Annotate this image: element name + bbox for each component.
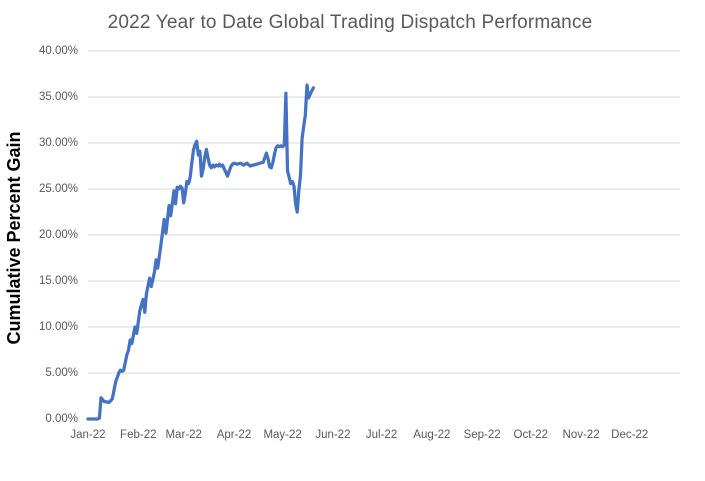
x-tick-label: Nov-22 (562, 429, 600, 441)
y-tick-label: 20.00% (38, 229, 78, 241)
gridlines (88, 50, 680, 374)
x-tick-label: Jun-22 (315, 429, 351, 441)
x-tick-label: Feb-22 (120, 429, 157, 441)
chart-title: 2022 Year to Date Global Trading Dispatc… (107, 12, 593, 33)
x-tick-label: Dec-22 (611, 429, 649, 441)
y-tick-label: 30.00% (38, 137, 78, 149)
x-tick-label: Apr-22 (216, 429, 252, 441)
x-tick-label: Sep-22 (463, 429, 501, 441)
y-tick-label: 25.00% (38, 183, 78, 195)
series-lines (86, 83, 316, 421)
x-tick-label: Aug-22 (413, 429, 451, 441)
y-tick-label: 5.00% (45, 367, 78, 379)
y-tick-label: 15.00% (38, 275, 78, 287)
x-tick-label: Jan-22 (70, 429, 106, 441)
x-tick-label: Jul-22 (365, 429, 398, 441)
y-tick-label: 35.00% (38, 91, 78, 103)
x-tick-label: Oct-22 (513, 429, 549, 441)
y-tick-label: 10.00% (38, 321, 78, 333)
y-tick-label: 0.00% (45, 413, 78, 425)
x-tick-label: Mar-22 (165, 429, 202, 441)
x-tick-label: May-22 (263, 429, 302, 441)
series-line (86, 83, 316, 421)
y-tick-label: 40.00% (38, 45, 78, 57)
